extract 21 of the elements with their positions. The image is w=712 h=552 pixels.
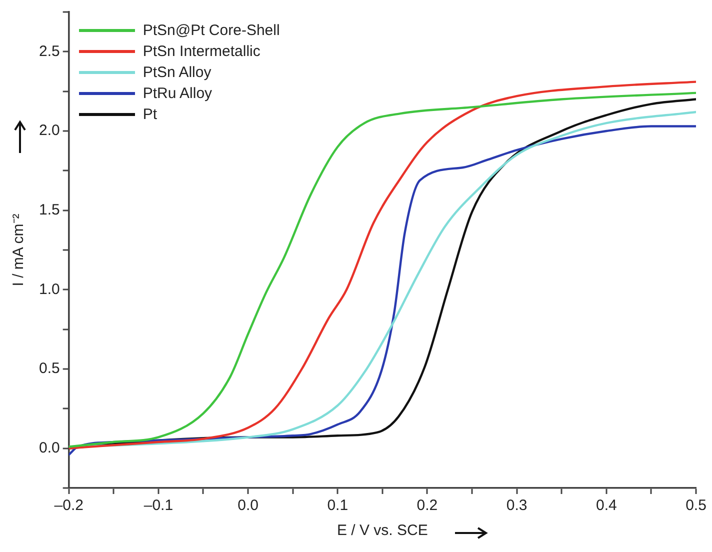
x-tick-label: –0.1 bbox=[144, 497, 174, 514]
x-axis-title: E / V vs. SCE bbox=[336, 522, 428, 540]
y-tick-label: 0.5 bbox=[38, 360, 60, 378]
legend-label: PtRu Alloy bbox=[142, 85, 212, 102]
x-tick-label: 0.0 bbox=[238, 497, 258, 514]
y-tick-label: 0.0 bbox=[38, 439, 60, 456]
x-tick-label: 0.3 bbox=[506, 497, 528, 514]
x-tick-label: 0.2 bbox=[416, 497, 438, 514]
y-axis-title: I / mA cm⁻² bbox=[10, 214, 28, 286]
x-tick-label: 0.4 bbox=[596, 497, 617, 514]
y-tick-label: 1.0 bbox=[38, 280, 60, 298]
y-tick-label: 1.5 bbox=[38, 201, 60, 218]
legend-label: PtSn Alloy bbox=[142, 64, 212, 81]
x-tick-label: 0.5 bbox=[686, 497, 706, 514]
x-tick-label: 0.1 bbox=[327, 497, 348, 514]
legend-label: Pt bbox=[142, 106, 158, 123]
legend-label: PtSn Intermetallic bbox=[142, 43, 260, 60]
y-tick-label: 2.5 bbox=[38, 42, 60, 60]
x-tick-label: –0.2 bbox=[54, 497, 84, 514]
legend-label: PtSn@Pt Core-Shell bbox=[142, 22, 280, 39]
y-tick-label: 2.0 bbox=[38, 122, 60, 140]
